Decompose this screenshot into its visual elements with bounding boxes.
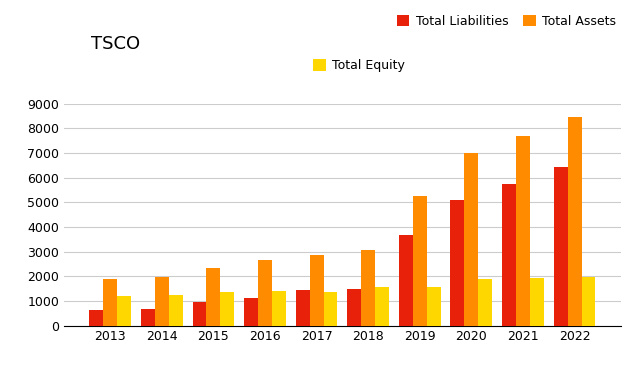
Bar [117,296,131,326]
Bar [427,287,441,326]
Bar [465,153,478,326]
Bar [296,290,310,326]
Bar [530,278,544,326]
Bar [568,117,582,326]
Text: TSCO: TSCO [91,36,140,53]
Legend: Total Equity: Total Equity [308,54,410,77]
Bar [502,184,516,326]
Bar [554,167,568,326]
Bar [413,196,427,326]
Bar [155,276,169,326]
Bar [361,250,375,326]
Bar [141,309,155,326]
Bar [244,298,258,326]
Bar [451,200,465,326]
Bar [169,295,182,326]
Bar [90,310,103,326]
Bar [193,302,207,326]
Legend: Total Liabilities, Total Assets: Total Liabilities, Total Assets [392,10,621,33]
Bar [272,290,286,326]
Bar [399,235,413,326]
Bar [324,292,337,326]
Bar [516,136,530,326]
Bar [582,277,595,326]
Bar [258,260,272,326]
Bar [348,289,361,326]
Bar [220,292,234,326]
Bar [478,279,492,326]
Bar [375,287,389,326]
Bar [310,255,324,326]
Bar [103,279,117,326]
Bar [207,268,220,326]
